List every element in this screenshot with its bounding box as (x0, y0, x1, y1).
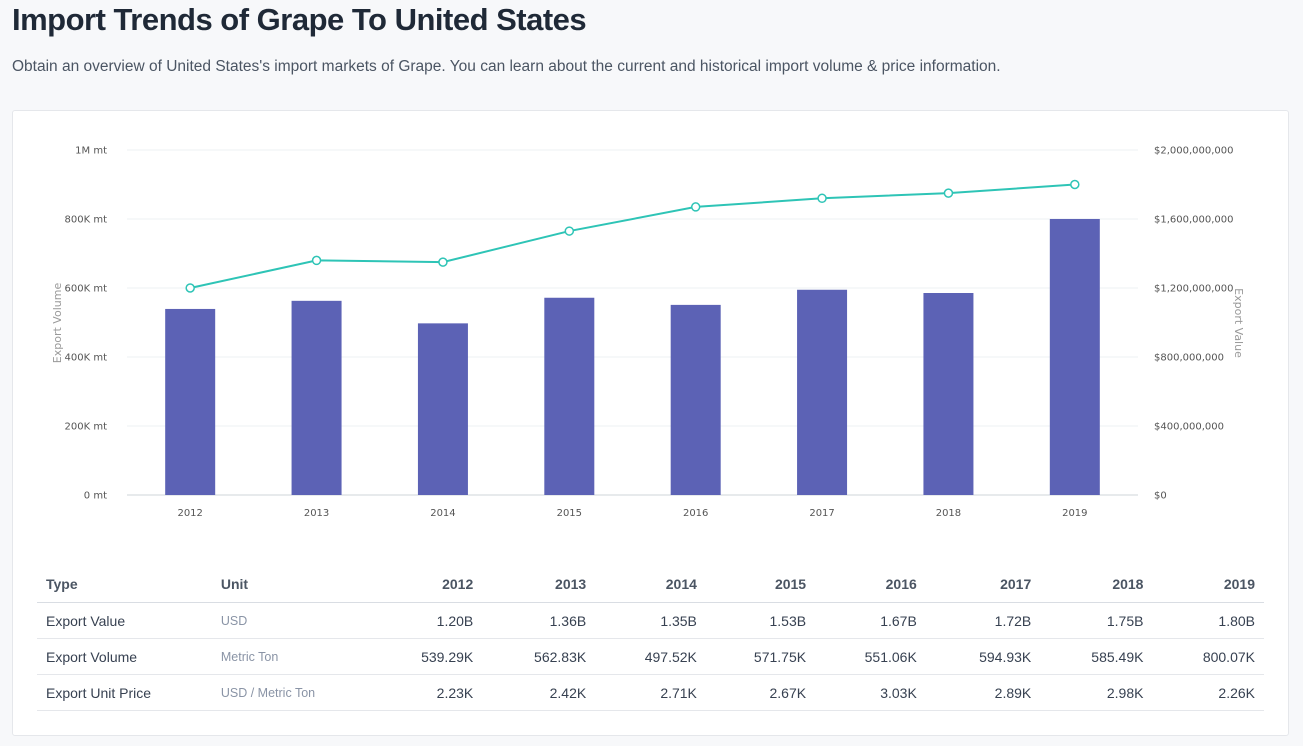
bar-2019[interactable] (1049, 218, 1100, 495)
column-header: 2016 (815, 566, 926, 603)
x-tick-label: 2015 (557, 508, 582, 519)
table-cell: 1.36B (482, 602, 596, 639)
table-header-row: Type Unit 2012 2013 2014 2015 2016 2017 2018 2019 (37, 566, 1264, 603)
table-cell: 2.89K (925, 674, 1041, 711)
line-point-2018[interactable] (943, 188, 954, 198)
table-cell: 1.72B (925, 602, 1041, 639)
table-cell: 2.42K (482, 674, 596, 711)
column-header: 2013 (482, 566, 596, 603)
line-point-2014[interactable] (438, 257, 448, 267)
x-axis-ticks: 2012 2013 2014 2015 2016 2017 2018 2019 (177, 508, 1087, 519)
table-cell: 571.75K (705, 638, 816, 675)
table-row: Export Unit Price USD / Metric Ton 2.23K 2.… (37, 674, 1264, 711)
table-cell: 800.07K (1152, 638, 1264, 675)
x-tick-label: 2016 (683, 508, 708, 519)
table-cell: 1.53B (705, 602, 816, 639)
column-header: 2014 (595, 566, 706, 603)
bars (165, 218, 1100, 495)
right-tick-label: $2,000,000,000 (1154, 146, 1234, 157)
bar-2013[interactable] (291, 300, 342, 495)
column-header: 2018 (1040, 566, 1153, 603)
table-cell: 2.67K (705, 674, 816, 711)
right-tick-label: $1,200,000,000 (1154, 284, 1234, 295)
left-tick-label: 1M mt (75, 146, 107, 157)
bar-2016[interactable] (670, 304, 721, 495)
row-unit: Metric Ton (211, 638, 371, 675)
table-cell: 2.26K (1152, 674, 1264, 711)
left-tick-label: 800K mt (65, 215, 108, 226)
table-cell: 1.75B (1040, 602, 1153, 639)
column-header: 2012 (370, 566, 483, 603)
table-cell: 594.93K (925, 638, 1041, 675)
table-cell: 539.29K (370, 638, 483, 675)
table-cell: 2.71K (595, 674, 706, 711)
bar-2018[interactable] (923, 293, 974, 495)
row-unit: USD (211, 602, 371, 639)
table-cell: 1.80B (1152, 602, 1264, 639)
left-axis-ticks: 0 mt 200K mt 400K mt 600K mt 800K mt 1M mt (65, 146, 108, 502)
line-point-2013[interactable] (311, 255, 322, 266)
row-unit: USD / Metric Ton (211, 674, 371, 711)
table-cell: 1.20B (370, 602, 483, 639)
chart-card: 0 mt 200K mt 400K mt 600K mt 800K mt 1M mt $0… (12, 110, 1289, 736)
column-header: Unit (211, 566, 371, 603)
table-body: Export Value USD 1.20B 1.36B 1.35B 1.53B 1.67B… (37, 602, 1264, 711)
bar-2017[interactable] (797, 289, 848, 495)
table-cell: 585.49K (1040, 638, 1153, 675)
left-tick-label: 600K mt (65, 284, 108, 295)
line-point-2015[interactable] (564, 226, 575, 236)
table-cell: 562.83K (482, 638, 596, 675)
column-header: 2015 (705, 566, 816, 603)
value-line-path (189, 183, 1075, 289)
left-tick-label: 200K mt (65, 422, 108, 433)
value-line (185, 179, 1080, 293)
row-type: Export Value (37, 602, 212, 639)
table-cell: 2.98K (1040, 674, 1153, 711)
row-type: Export Volume (37, 638, 212, 675)
left-tick-label: 0 mt (84, 491, 107, 502)
bar-2014[interactable] (417, 323, 468, 495)
row-type: Export Unit Price (37, 674, 212, 711)
x-tick-label: 2017 (809, 508, 834, 519)
line-point-2016[interactable] (690, 202, 701, 212)
combo-chart: 0 mt 200K mt 400K mt 600K mt 800K mt 1M mt $0… (51, 146, 1245, 520)
left-tick-label: 400K mt (65, 353, 108, 364)
x-tick-label: 2012 (177, 508, 202, 519)
table-cell: 1.35B (595, 602, 706, 639)
x-tick-label: 2013 (304, 508, 329, 519)
page-title: Import Trends of Grape To United States (12, 2, 587, 37)
table-row: Export Volume Metric Ton 539.29K 562.83K 497… (37, 638, 1264, 675)
right-tick-label: $0 (1154, 491, 1167, 502)
x-tick-label: 2014 (430, 508, 455, 519)
column-header: 2019 (1152, 566, 1264, 603)
bar-2012[interactable] (165, 308, 216, 495)
table-cell: 551.06K (815, 638, 926, 675)
column-header: 2017 (925, 566, 1041, 603)
right-axis-title: Export Value (1232, 288, 1245, 358)
line-point-2019[interactable] (1070, 179, 1080, 190)
x-tick-label: 2019 (1062, 508, 1087, 519)
right-axis-ticks: $0 $400,000,000 $800,000,000 $1,200,000,000… (1154, 146, 1234, 502)
right-tick-label: $400,000,000 (1154, 422, 1224, 433)
data-table: Type Unit 2012 2013 2014 2015 2016 2017 2018 2019… (37, 566, 1264, 711)
grid-lines (127, 149, 1138, 496)
right-tick-label: $1,600,000,000 (1154, 215, 1234, 226)
left-axis-title: Export Volume (51, 283, 64, 364)
column-header: Type (37, 566, 212, 603)
table-cell: 3.03K (815, 674, 926, 711)
table-row: Export Value USD 1.20B 1.36B 1.35B 1.53B 1.67B… (37, 602, 1264, 639)
page-subtitle: Obtain an overview of United States's im… (12, 58, 1001, 75)
line-point-2017[interactable] (817, 193, 827, 204)
right-tick-label: $800,000,000 (1154, 353, 1224, 364)
x-tick-label: 2018 (936, 508, 961, 519)
line-point-2012[interactable] (185, 283, 195, 293)
table-cell: 2.23K (370, 674, 483, 711)
bar-2015[interactable] (544, 297, 595, 495)
table-cell: 1.67B (815, 602, 926, 639)
table-cell: 497.52K (595, 638, 706, 675)
